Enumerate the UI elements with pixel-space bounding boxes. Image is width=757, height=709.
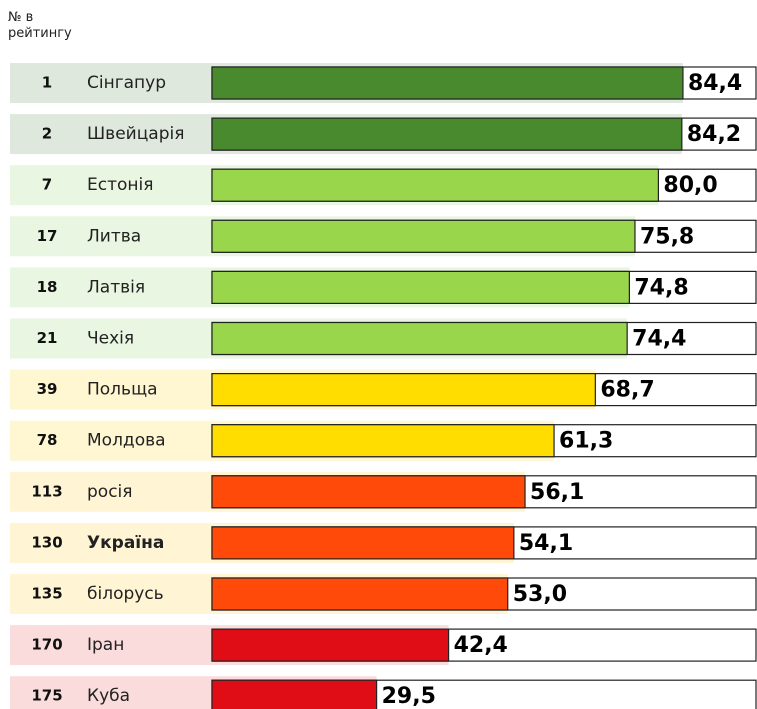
- value-label: 53,0: [513, 582, 567, 607]
- bar: [211, 168, 659, 202]
- bar: [211, 66, 684, 100]
- category-label: Швейцарія: [87, 124, 184, 144]
- category-label: білорусь: [87, 584, 164, 604]
- value-label: 75,8: [640, 224, 694, 249]
- rank-label: 7: [42, 176, 52, 194]
- rank-label: 2: [42, 125, 52, 143]
- rank-label: 17: [37, 227, 58, 245]
- category-label: Сінгапур: [87, 73, 166, 93]
- bar: [211, 321, 628, 356]
- value-label: 74,4: [632, 327, 686, 352]
- category-label: Україна: [87, 533, 164, 553]
- rank-label: 1: [42, 74, 52, 92]
- value-label: 84,4: [688, 71, 742, 96]
- category-label: Чехія: [87, 329, 134, 349]
- rank-label: 113: [31, 482, 62, 500]
- bar: [211, 424, 555, 458]
- bar: [211, 373, 596, 407]
- value-label: 80,0: [663, 173, 717, 198]
- rank-label: 21: [37, 329, 58, 347]
- value-label: 84,2: [687, 122, 741, 147]
- bar: [211, 117, 683, 151]
- rank-label: 18: [37, 278, 58, 296]
- value-label: 74,8: [634, 275, 688, 300]
- value-label: 61,3: [559, 429, 613, 454]
- rank-label: 130: [31, 533, 62, 551]
- rank-label: 170: [31, 636, 62, 654]
- rank-label: 78: [37, 431, 58, 449]
- bar: [211, 270, 630, 304]
- category-label: Куба: [87, 686, 130, 706]
- bar: [211, 219, 636, 253]
- rank-header: № в рейтингу: [8, 10, 72, 41]
- category-label: Естонія: [87, 175, 153, 195]
- rank-label: 175: [31, 687, 62, 705]
- value-label: 56,1: [530, 480, 584, 505]
- category-label: Молдова: [87, 431, 166, 451]
- category-label: росія: [87, 482, 133, 502]
- category-label: Іран: [87, 635, 124, 655]
- rank-label: 135: [31, 585, 62, 603]
- value-label: 54,1: [519, 531, 573, 556]
- category-label: Литва: [87, 226, 141, 246]
- bar: [211, 526, 515, 560]
- value-label: 68,7: [600, 378, 654, 403]
- bar: [211, 475, 526, 509]
- rank-label: 39: [37, 380, 58, 398]
- value-label: 42,4: [454, 633, 508, 658]
- bar: [211, 577, 509, 611]
- bar: [211, 679, 378, 709]
- category-label: Польща: [87, 380, 158, 400]
- bar: [211, 628, 450, 662]
- category-label: Латвія: [87, 277, 145, 297]
- value-label: 29,5: [382, 684, 436, 709]
